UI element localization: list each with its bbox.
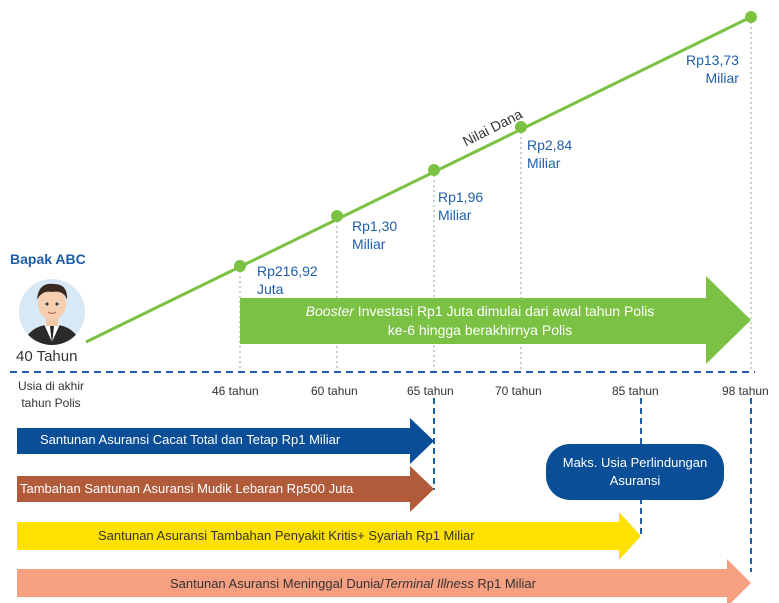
age-label-46: 46 tahun xyxy=(212,384,259,398)
booster-line-2: ke-6 hingga berakhirnya Polis xyxy=(387,322,573,338)
guide-lines xyxy=(239,17,752,372)
booster-italic: Booster xyxy=(305,303,354,319)
bar-cacat-total xyxy=(17,418,434,464)
point-70 xyxy=(515,121,527,133)
booster-line-1-rest: Investasi Rp1 Juta dimulai dari awal tah… xyxy=(353,303,655,319)
coverage-end-lines xyxy=(433,398,752,572)
bar-meninggal xyxy=(17,559,751,603)
point-46 xyxy=(234,260,246,272)
bar-label-meninggal: Santunan Asuransi Meninggal Dunia/Termin… xyxy=(170,576,536,591)
person-name: Bapak ABC xyxy=(10,251,86,267)
age-label-98: 98 tahun xyxy=(722,384,769,398)
age-label-65: 65 tahun xyxy=(407,384,454,398)
point-65 xyxy=(428,164,440,176)
booster-arrow xyxy=(240,276,751,364)
growth-points xyxy=(234,11,757,272)
bar-label-cacat-total: Santunan Asuransi Cacat Total dan Tetap … xyxy=(40,432,341,447)
age-label-85: 85 tahun xyxy=(612,384,659,398)
bar-label-meninggal-post: Rp1 Miliar xyxy=(473,576,536,591)
bar-mudik xyxy=(17,466,434,512)
point-98 xyxy=(745,11,757,23)
point-60 xyxy=(331,210,343,222)
avatar xyxy=(19,279,85,345)
bar-label-meninggal-pre: Santunan Asuransi Meninggal Dunia/ xyxy=(170,576,384,591)
bar-label-meninggal-italic: Terminal Illness xyxy=(383,576,474,591)
age-label-60: 60 tahun xyxy=(311,384,358,398)
value-label-65: Rp1,96 Miliar xyxy=(438,189,484,223)
age-label-70: 70 tahun xyxy=(495,384,542,398)
value-label-70: Rp2,84 Miliar xyxy=(527,137,573,171)
value-label-98: Rp13,73 Miliar xyxy=(686,52,739,86)
value-label-60: Rp1,30 Miliar xyxy=(352,218,398,252)
booster-line-1: Booster Investasi Rp1 Juta dimulai dari … xyxy=(250,302,710,321)
value-label-46: Rp216,92 Juta xyxy=(257,263,318,297)
bar-label-penyakit-kritis: Santunan Asuransi Tambahan Penyakit Krit… xyxy=(98,528,475,543)
max-age-pill: Maks. Usia Perlindungan Asuransi xyxy=(546,444,724,500)
bar-penyakit-kritis xyxy=(17,512,641,560)
growth-line xyxy=(85,15,752,344)
bar-label-mudik: Tambahan Santunan Asuransi Mudik Lebaran… xyxy=(20,481,354,496)
booster-text: Booster Investasi Rp1 Juta dimulai dari … xyxy=(250,302,710,340)
age-caption: Usia di akhir tahun Polis xyxy=(17,379,85,410)
person-age: 40 Tahun xyxy=(16,348,78,365)
